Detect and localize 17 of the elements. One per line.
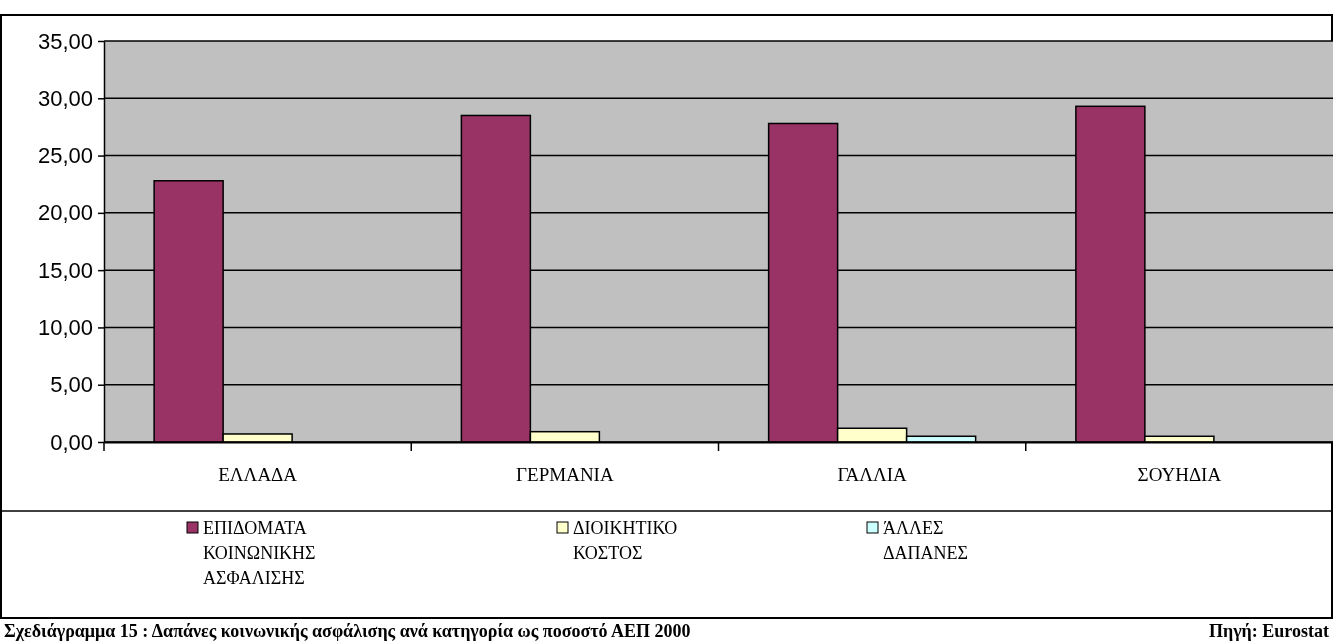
text: Πηγή: Eurostat <box>1208 621 1329 641</box>
y-tick-label: 5,00 <box>50 372 93 398</box>
y-tick-label: 0,00 <box>50 429 93 455</box>
y-tick-label: 35,00 <box>37 28 93 54</box>
text: Σχεδιάγραμμα 15 : Δαπάνες κοινωνικής ασφάλισης ανά κατηγορία ως ποσοστό ΑΕΠ 2000 <box>4 621 691 641</box>
x-tick-label: ΓΑΛΛΙΑ <box>837 464 908 485</box>
y-tick-label: 30,00 <box>37 85 93 111</box>
legend-label: ΕΠΙΔΟΜΑΤΑ ΚΟΙΝΩΝΙΚΗΣ ΑΣΦΑΛΙΣΗΣ <box>203 518 316 588</box>
x-tick-label: ΣΟΥΗΔΙΑ <box>1137 464 1222 485</box>
x-tick-label: ΓΕΡΜΑΝΙΑ <box>516 464 614 485</box>
y-tick-label: 25,00 <box>37 143 93 169</box>
legend-label: ΆΛΛΕΣ ΔΑΠΑΝΕΣ <box>883 518 969 563</box>
y-tick-label: 10,00 <box>37 314 93 340</box>
legend-label: ΔΙΟΙΚΗΤΙΚΟ ΚΟΣΤΟΣ <box>573 518 678 563</box>
y-tick-label: 20,00 <box>37 200 93 226</box>
x-tick-label: ΕΛΛΑΔΑ <box>218 464 298 485</box>
y-tick-label: 15,00 <box>37 257 93 283</box>
